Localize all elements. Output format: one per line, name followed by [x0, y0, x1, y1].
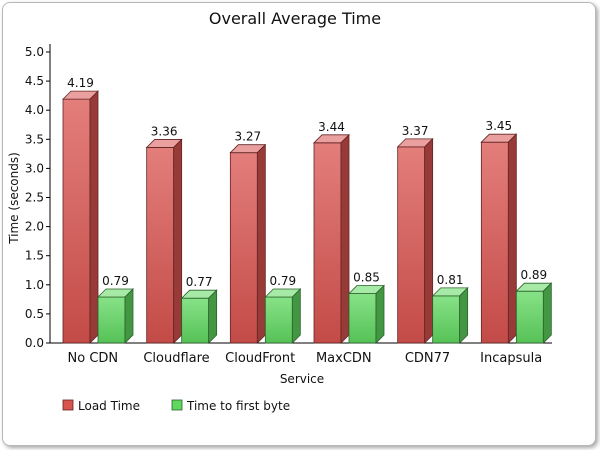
x-tick-label: MaxCDN — [316, 351, 372, 366]
bar-value-label: 4.19 — [67, 76, 94, 90]
bar-ttfb — [431, 286, 469, 344]
x-tick-label: No CDN — [68, 351, 119, 366]
bar-ttfb — [264, 288, 302, 344]
bar-ttfb — [348, 284, 385, 344]
x-tick-label: Cloudflare — [143, 351, 209, 366]
bar-value-label: 3.36 — [151, 124, 178, 138]
bar-value-label: 3.37 — [402, 124, 429, 138]
bar-ttfb — [180, 289, 218, 344]
y-tick-label: 2.0 — [25, 220, 44, 234]
y-tick-label: 0.0 — [25, 336, 44, 350]
bar-load-time — [396, 137, 434, 344]
bar-load-time — [313, 133, 350, 344]
x-axis-label: Service — [280, 372, 324, 386]
bar-value-label: 0.89 — [520, 268, 547, 282]
bar-value-label: 0.79 — [269, 274, 296, 288]
bar-load-time — [62, 90, 99, 344]
y-axis-label: Time (seconds) — [7, 152, 21, 245]
bar-value-label: 0.79 — [102, 274, 129, 288]
legend-swatch — [62, 399, 74, 411]
bar-load-time — [229, 143, 267, 344]
bar-value-label: 3.27 — [234, 130, 261, 144]
bar-value-label: 0.77 — [186, 275, 213, 289]
bar-ttfb — [97, 288, 134, 344]
bar-load-time — [480, 133, 518, 344]
y-tick-label: 3.5 — [25, 132, 44, 146]
y-tick-label: 1.5 — [25, 249, 44, 263]
bar-value-label: 3.44 — [318, 120, 345, 134]
y-tick-label: 4.0 — [25, 103, 44, 117]
y-tick-label: 2.5 — [25, 191, 44, 205]
x-tick-label: CDN77 — [405, 351, 450, 366]
y-tick-label: 0.5 — [25, 307, 44, 321]
chart-title: Overall Average Time — [209, 9, 381, 28]
y-tick-label: 3.0 — [25, 161, 44, 175]
bar-load-time — [145, 138, 183, 344]
x-tick-label: CloudFront — [225, 351, 295, 366]
bar-value-label: 0.81 — [437, 273, 464, 287]
legend-label: Load Time — [78, 399, 140, 413]
legend-label: Time to first byte — [186, 399, 290, 413]
bar-ttfb — [515, 282, 553, 344]
legend-swatch — [171, 399, 183, 411]
y-tick-label: 1.0 — [25, 278, 44, 292]
y-tick-label: 4.5 — [25, 74, 44, 88]
bar-value-label: 3.45 — [485, 119, 512, 133]
x-tick-label: Incapsula — [480, 351, 542, 366]
bar-value-label: 0.85 — [353, 271, 380, 285]
y-tick-label: 5.0 — [25, 45, 44, 59]
